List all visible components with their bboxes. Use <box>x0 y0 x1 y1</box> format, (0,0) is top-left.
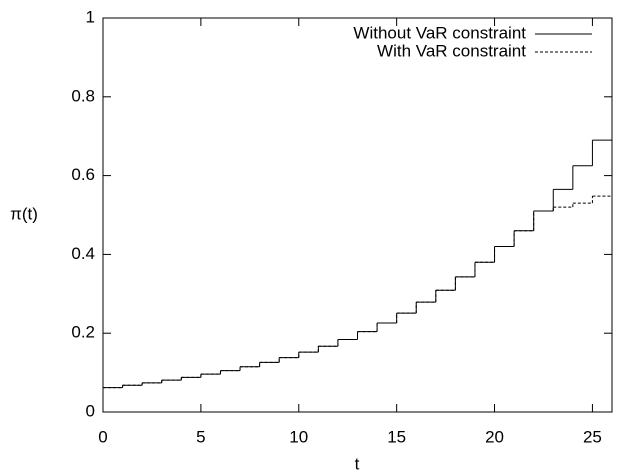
x-tick-label: 10 <box>289 427 308 446</box>
plot-frame <box>102 17 613 413</box>
y-tick-label: 0.6 <box>71 165 95 184</box>
x-tick-label: 20 <box>485 427 504 446</box>
y-tick-label: 0.8 <box>71 86 95 105</box>
y-tick-label: 1 <box>86 7 95 26</box>
y-tick-label: 0.2 <box>71 323 95 342</box>
x-tick-label: 15 <box>387 427 406 446</box>
legend-label: With VaR constraint <box>377 41 526 60</box>
x-axis-label: t <box>355 454 360 473</box>
x-tick-label: 25 <box>583 427 602 446</box>
y-tick-label: 0 <box>86 401 95 420</box>
y-axis-label: π(t) <box>10 204 38 223</box>
y-tick-label: 0.4 <box>71 244 95 263</box>
x-tick-label: 0 <box>98 427 107 446</box>
legend-label: Without VaR constraint <box>353 23 526 42</box>
x-tick-label: 5 <box>196 427 205 446</box>
